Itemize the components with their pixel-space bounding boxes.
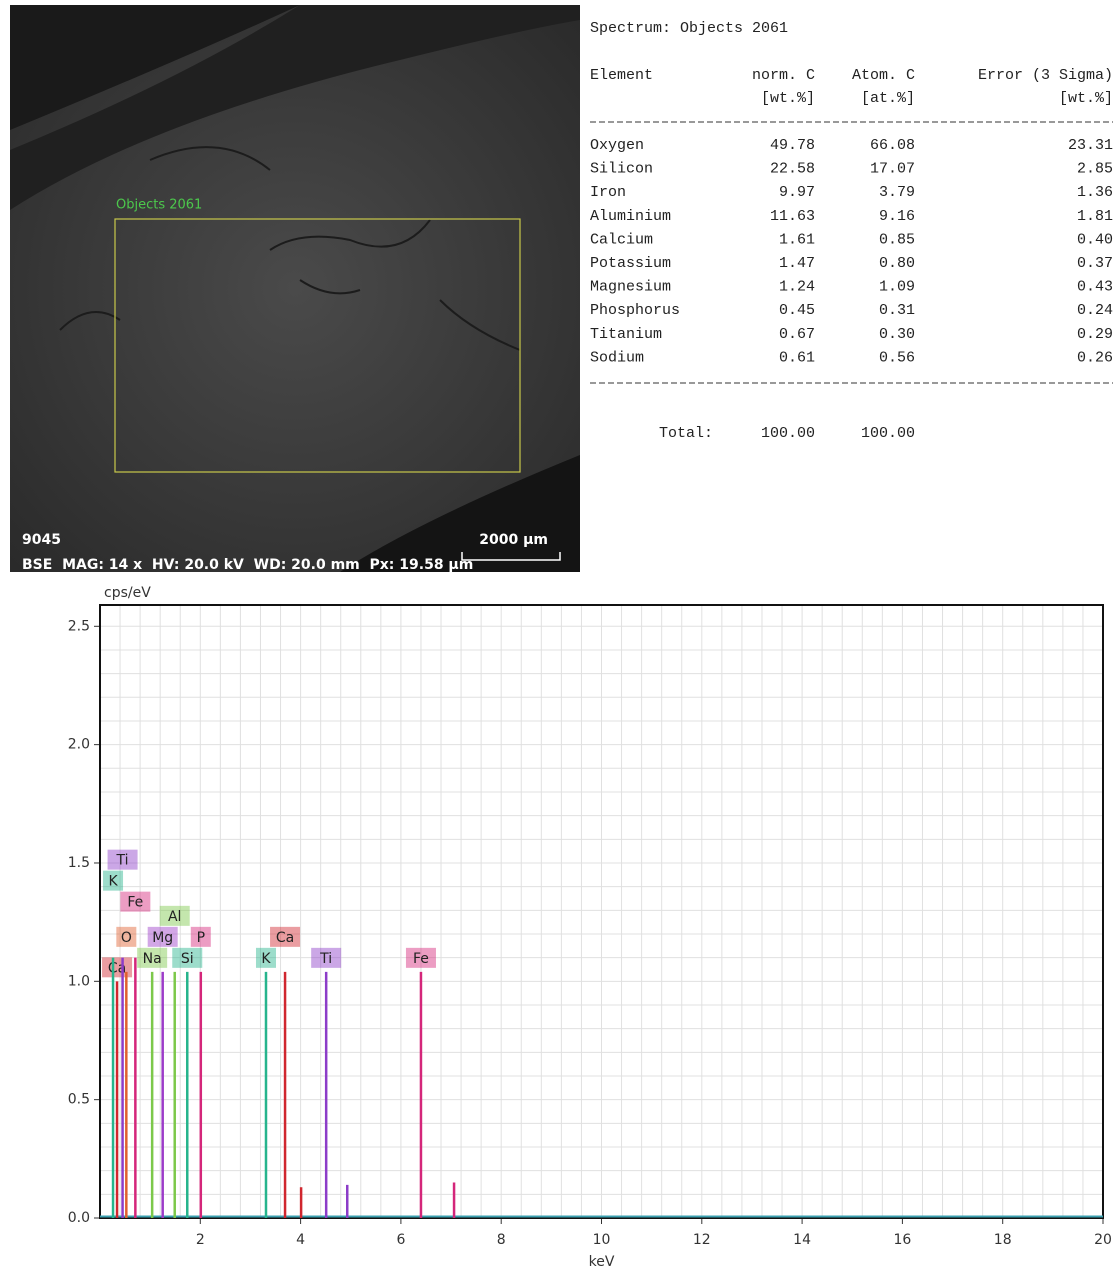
element-name: Oxygen — [590, 137, 644, 154]
table-value: 0.40 — [1077, 231, 1113, 248]
table-value: 49.78 — [770, 137, 815, 154]
element-name: Aluminium — [590, 208, 671, 225]
table-value: 0.45 — [779, 302, 815, 319]
table-value: 11.63 — [770, 208, 815, 225]
column-header: Atom. C — [852, 67, 915, 84]
table-value: 0.85 — [879, 231, 915, 248]
column-header: Element — [590, 67, 653, 84]
y-axis-label: cps/eV — [104, 585, 151, 601]
table-value: 3.79 — [879, 184, 915, 201]
table-value: 0.37 — [1077, 255, 1113, 272]
x-tick-label: 16 — [893, 1232, 911, 1248]
table-value: 0.26 — [1077, 349, 1113, 366]
y-tick-label: 2.5 — [68, 618, 90, 634]
element-name: Iron — [590, 184, 626, 201]
table-title: Spectrum: Objects 2061 — [590, 20, 788, 37]
peak-label: Si — [181, 951, 194, 967]
table-value: 0.29 — [1077, 326, 1113, 343]
y-tick-label: 0.0 — [68, 1210, 90, 1226]
spectrum-chart: 2 4 6 8 10 12 14 16 18 20 0.0 0.5 1.0 1.5 2.0 2.5 cps/eV… — [68, 585, 1112, 1270]
column-header: Error (3 Sigma) — [978, 67, 1113, 84]
element-name: Titanium — [590, 326, 662, 343]
peak-label: Ti — [319, 951, 332, 967]
peak-label: P — [197, 930, 205, 946]
element-name: Magnesium — [590, 279, 671, 296]
sem-image: Objects 2061 9045 2000 µm BSE MAG: 14 x … — [10, 5, 580, 573]
column-unit: [wt.%] — [1059, 90, 1113, 107]
table-value: 9.97 — [779, 184, 815, 201]
table-value: 0.43 — [1077, 279, 1113, 296]
peak-label: O — [121, 930, 132, 946]
scale-label: 2000 µm — [479, 532, 548, 548]
peak-label: Ca — [276, 930, 294, 946]
peak-label: Ti — [116, 853, 129, 869]
peak-label: Fe — [413, 951, 429, 967]
column-unit: [wt.%] — [761, 90, 815, 107]
x-tick-label: 8 — [497, 1232, 506, 1248]
table-value: 0.31 — [879, 302, 915, 319]
table-value: 17.07 — [870, 161, 915, 178]
peak-label: Na — [143, 951, 162, 967]
table-value: 0.67 — [779, 326, 815, 343]
element-name: Silicon — [590, 161, 653, 178]
total-value: 100.00 — [861, 425, 915, 442]
peak-label: Fe — [127, 895, 143, 911]
x-tick-label: 4 — [296, 1232, 305, 1248]
x-tick-label: 2 — [196, 1232, 205, 1248]
table-value: 1.09 — [879, 279, 915, 296]
x-tick-label: 10 — [593, 1232, 611, 1248]
table-value: 0.61 — [779, 349, 815, 366]
table-value: 1.47 — [779, 255, 815, 272]
total-label: Total: — [659, 425, 713, 442]
table-value: 0.56 — [879, 349, 915, 366]
table-value: 0.80 — [879, 255, 915, 272]
table-value: 0.24 — [1077, 302, 1113, 319]
data-table: Spectrum: Objects 2061 Element norm. C Ato… — [590, 20, 1113, 442]
sample-id: 9045 — [22, 532, 61, 548]
x-tick-label: 18 — [994, 1232, 1012, 1248]
table-value: 1.24 — [779, 279, 815, 296]
table-value: 1.81 — [1077, 208, 1113, 225]
peak-label: Al — [168, 909, 181, 925]
column-header: norm. C — [752, 67, 815, 84]
x-tick-label: 20 — [1094, 1232, 1112, 1248]
table-value: 2.85 — [1077, 161, 1113, 178]
column-unit: [at.%] — [861, 90, 915, 107]
x-tick-label: 12 — [693, 1232, 711, 1248]
y-tick-label: 1.0 — [68, 973, 90, 989]
x-axis-label: keV — [589, 1254, 615, 1270]
x-tick-label: 6 — [396, 1232, 405, 1248]
y-tick-label: 0.5 — [68, 1092, 90, 1108]
x-tick-label: 14 — [793, 1232, 811, 1248]
peak-label: Mg — [152, 930, 173, 946]
table-value: 22.58 — [770, 161, 815, 178]
peak-label: K — [261, 951, 271, 967]
element-name: Calcium — [590, 231, 653, 248]
element-name: Sodium — [590, 349, 644, 366]
y-tick-label: 1.5 — [68, 855, 90, 871]
table-value: 23.31 — [1068, 137, 1113, 154]
page: Objects 2061 9045 2000 µm BSE MAG: 14 x … — [0, 0, 1120, 1276]
region-label: Objects 2061 — [116, 198, 202, 213]
table-value: 1.36 — [1077, 184, 1113, 201]
total-value: 100.00 — [761, 425, 815, 442]
peak-label: K — [108, 874, 118, 890]
table-value: 9.16 — [879, 208, 915, 225]
element-name: Phosphorus — [590, 302, 680, 319]
table-value: 1.61 — [779, 231, 815, 248]
image-info: BSE MAG: 14 x HV: 20.0 kV WD: 20.0 mm Px… — [22, 557, 473, 573]
table-value: 66.08 — [870, 137, 915, 154]
table-value: 0.30 — [879, 326, 915, 343]
y-tick-label: 2.0 — [68, 737, 90, 753]
element-name: Potassium — [590, 255, 671, 272]
